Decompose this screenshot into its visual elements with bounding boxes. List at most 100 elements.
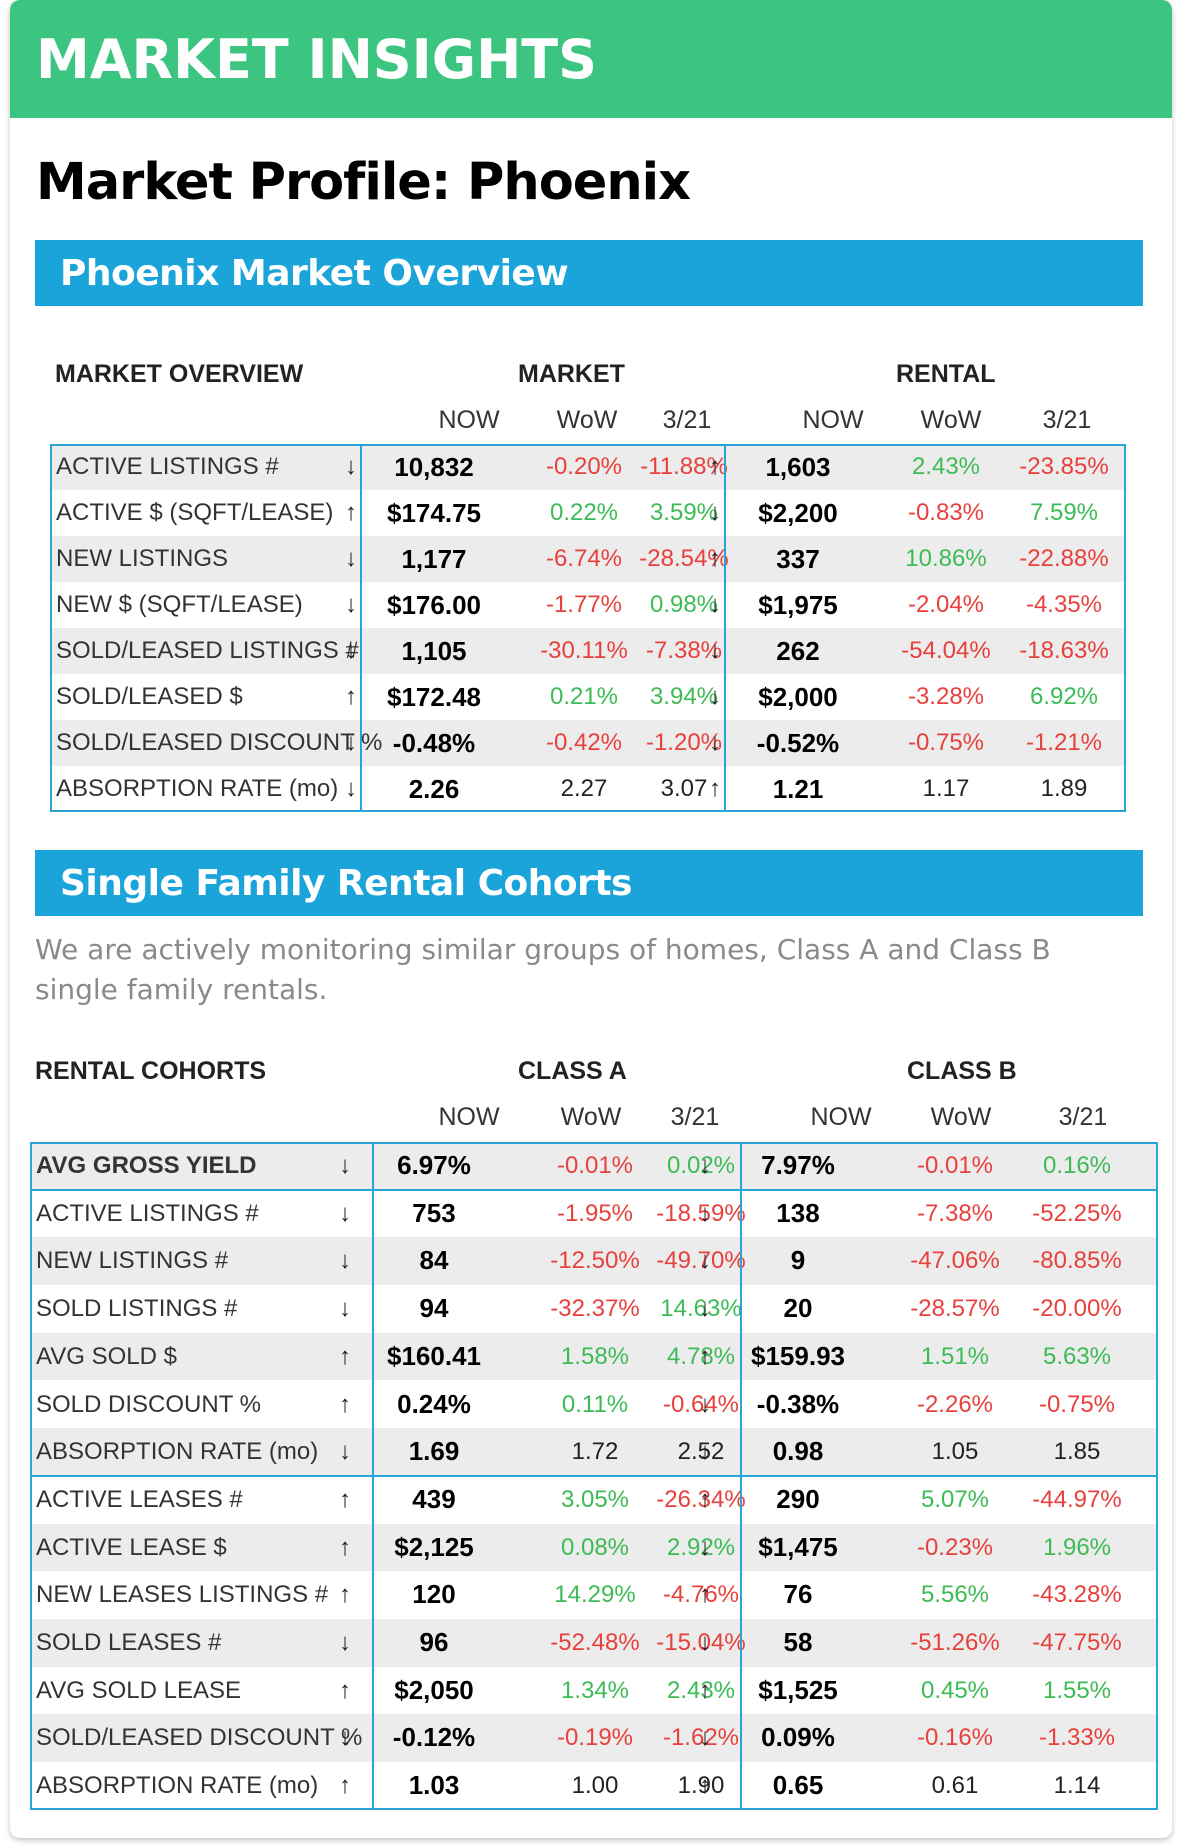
value-ytd: 1.89 (1040, 775, 1088, 802)
value-now: $2,000 (758, 682, 838, 712)
row-label: NEW $ (SQFT/LEASE) (56, 591, 303, 618)
value-now: -0.12% (392, 1722, 476, 1753)
table-row: NEW LISTINGS ↓ 1,177 -6.74% -28.54% ↑ 337 10.86… (50, 536, 1126, 582)
value-wow: 2.27 (560, 775, 608, 802)
value-now: 58 (783, 1627, 813, 1657)
table-border (30, 1142, 1158, 1144)
trend-arrow-icon: ↑ (699, 1581, 711, 1609)
value-now: $174.75 (387, 498, 481, 528)
row-label: SOLD/LEASED DISCOUNT % (36, 1724, 363, 1752)
cohorts-description: We are actively monitoring similar group… (35, 933, 1051, 1006)
trend-arrow-icon: ↓ (699, 1152, 711, 1179)
value-ytd: 2.92% (666, 1533, 736, 1561)
value-wow: -0.01% (916, 1152, 994, 1179)
table-row: AVG SOLD LEASE ↑ $2,050 1.34% 2.43% ↑ $1,525 0.… (30, 1667, 1158, 1715)
trend-arrow-icon: ↓ (699, 1295, 711, 1323)
value-ytd: 3.07 (660, 775, 708, 802)
row-label: SOLD DISCOUNT % (36, 1390, 261, 1418)
value-ytd: 6.92% (1029, 683, 1099, 710)
overview-group-market: MARKET (518, 360, 625, 388)
value-wow: -32.37% (550, 1295, 640, 1323)
trend-arrow-icon: ↓ (345, 775, 357, 802)
row-label: ABSORPTION RATE (mo) (36, 1772, 319, 1800)
value-now: $176.00 (387, 590, 481, 620)
value-now: 2.26 (408, 774, 460, 804)
row-label: ACTIVE LISTINGS # (36, 1199, 259, 1227)
value-now: 1,105 (401, 636, 467, 666)
overview-sub-wow-a: WoW (556, 406, 618, 434)
page-title: Market Profile: Phoenix (36, 153, 691, 212)
value-ytd: -0.75% (1038, 1390, 1116, 1418)
value-now: $172.48 (387, 682, 481, 712)
trend-arrow-icon: ↓ (339, 1199, 351, 1227)
value-now: $2,125 (394, 1531, 474, 1562)
value-ytd: 5.63% (1042, 1342, 1112, 1370)
value-wow: -0.75% (907, 729, 985, 756)
table-row: SOLD/LEASED $ ↑ $172.48 0.21% 3.94% ↓ $2,000 -3… (50, 674, 1126, 720)
row-label: NEW LISTINGS # (36, 1247, 229, 1275)
value-now: 138 (776, 1197, 820, 1228)
overview-sub-now-b: NOW (802, 406, 864, 434)
value-now: 0.24% (397, 1388, 471, 1419)
value-now: 84 (419, 1245, 449, 1276)
value-wow: 0.08% (560, 1533, 630, 1561)
value-now: -0.38% (756, 1388, 840, 1419)
trend-arrow-icon: ↓ (339, 1247, 351, 1275)
value-wow: 5.07% (920, 1485, 990, 1513)
value-wow: -0.42% (545, 729, 623, 756)
table-row: SOLD/LEASED LISTINGS # ↓ 1,105 -30.11% -7.38… (50, 628, 1126, 674)
value-ytd: 0.98% (649, 591, 719, 618)
value-now: 1.03 (408, 1770, 460, 1801)
trend-arrow-icon: ↓ (699, 1629, 711, 1656)
value-wow: 1.17 (922, 775, 970, 802)
table-border (724, 444, 726, 812)
table-row: AVG GROSS YIELD ↓ 6.97% -0.01% 0.02% ↓ 7.97% -0… (30, 1142, 1158, 1190)
value-wow: -1.77% (545, 591, 623, 618)
table-row: NEW LEASES LISTINGS # ↑ 120 14.29% -4.76% ↑ 76… (30, 1571, 1158, 1619)
cohort-table-title: RENTAL COHORTS (35, 1057, 267, 1085)
value-wow: -52.48% (550, 1629, 640, 1656)
value-now: 1.69 (408, 1436, 460, 1467)
row-label: AVG GROSS YIELD (36, 1152, 257, 1179)
value-now: 1,177 (401, 544, 467, 574)
overview-sub-now-a: NOW (438, 406, 500, 434)
value-ytd: 0.02% (666, 1152, 736, 1179)
table-row: ACTIVE $ (SQFT/LEASE) ↑ $174.75 0.22% 3.59% ↓… (50, 490, 1126, 536)
row-label: SOLD/LEASED $ (56, 683, 243, 710)
value-ytd: -80.85% (1032, 1247, 1122, 1275)
trend-arrow-icon: ↓ (709, 637, 721, 664)
overview-section-band: Phoenix Market Overview (35, 240, 1143, 306)
value-ytd: -22.88% (1019, 545, 1109, 572)
value-wow: 14.29% (554, 1581, 636, 1609)
value-now: -0.52% (756, 728, 840, 758)
trend-arrow-icon: ↓ (345, 729, 357, 756)
value-ytd: -1.62% (662, 1724, 740, 1752)
trend-arrow-icon: ↓ (709, 683, 721, 710)
trend-arrow-icon: ↑ (699, 1676, 711, 1704)
value-now: 9 (790, 1245, 806, 1276)
cohort-sub-ytd-a: 3/21 (670, 1103, 720, 1131)
value-wow: 0.61 (931, 1772, 979, 1800)
value-now: 7.97% (761, 1150, 835, 1180)
value-ytd: -7.38% (645, 637, 723, 664)
table-row: ABSORPTION RATE (mo) ↑ 1.03 1.00 1.90 ↑ 0.65 0.… (30, 1762, 1158, 1810)
row-label: NEW LISTINGS (56, 545, 229, 572)
value-now: 20 (783, 1293, 813, 1324)
value-now: 1.21 (772, 774, 824, 804)
value-wow: 0.45% (920, 1676, 990, 1704)
value-wow: 1.72 (571, 1438, 619, 1466)
table-row: ACTIVE LISTINGS # ↓ 753 -1.95% -18.59% ↓ 138 -7… (30, 1190, 1158, 1238)
value-wow: -0.19% (556, 1724, 634, 1752)
overview-sub-ytd-b: 3/21 (1042, 406, 1092, 434)
value-wow: -7.38% (916, 1199, 994, 1227)
value-now: 0.65 (772, 1770, 824, 1801)
value-wow: -0.20% (545, 453, 623, 480)
trend-arrow-icon: ↑ (339, 1390, 351, 1418)
trend-arrow-icon: ↓ (339, 1295, 351, 1323)
value-now: 120 (412, 1579, 456, 1610)
trend-arrow-icon: ↓ (345, 545, 357, 572)
value-wow: -12.50% (550, 1247, 640, 1275)
table-row: NEW $ (SQFT/LEASE) ↓ $176.00 -1.77% 0.98% ↓ $1… (50, 582, 1126, 628)
trend-arrow-icon: ↑ (709, 775, 721, 802)
value-wow: -0.83% (907, 499, 985, 526)
